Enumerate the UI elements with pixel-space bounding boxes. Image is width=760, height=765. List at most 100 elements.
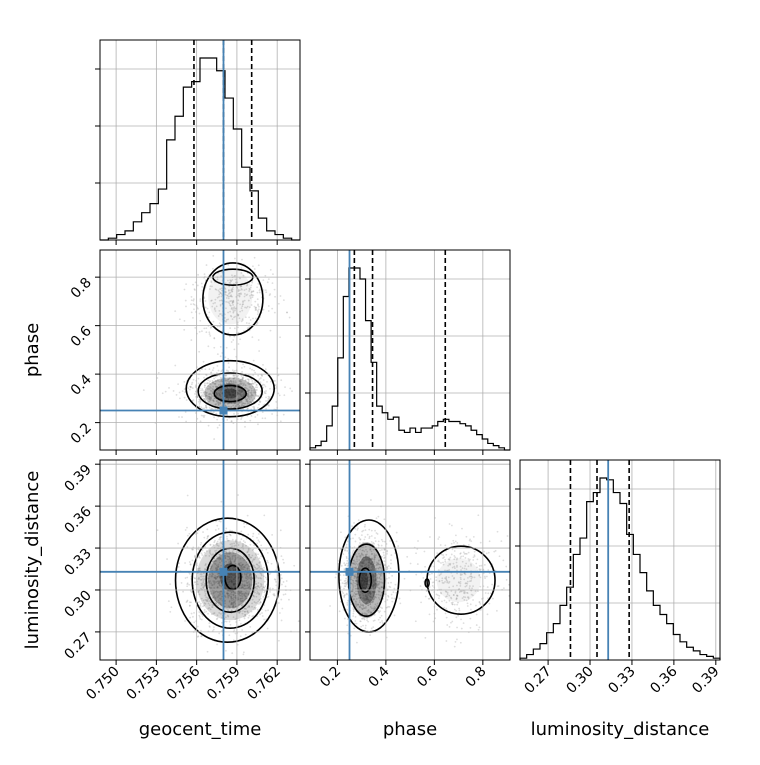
density-geocent-time-vs-luminosity-distance-point xyxy=(243,615,245,618)
density-phase-vs-luminosity-distance-point xyxy=(388,576,390,579)
density-geocent-time-vs-luminosity-distance-point xyxy=(252,608,255,611)
density-geocent-time-vs-luminosity-distance-point xyxy=(209,549,212,552)
density-phase-vs-luminosity-distance-point xyxy=(339,574,342,576)
density-geocent-time-vs-luminosity-distance-point xyxy=(275,584,278,587)
density-geocent-time-vs-phase-point xyxy=(233,327,236,330)
density-geocent-time-vs-luminosity-distance-point xyxy=(200,578,203,581)
density-geocent-time-vs-phase-point xyxy=(203,416,205,418)
density-geocent-time-vs-phase-point xyxy=(192,316,194,319)
density-geocent-time-vs-phase-point xyxy=(261,417,264,420)
density-phase-vs-luminosity-distance-point xyxy=(467,576,469,579)
density-phase-vs-luminosity-distance-point xyxy=(359,542,361,544)
density-geocent-time-vs-phase-point xyxy=(214,298,217,301)
density-geocent-time-vs-luminosity-distance-point xyxy=(199,612,202,614)
density-geocent-time-vs-luminosity-distance-point xyxy=(229,560,232,563)
density-geocent-time-vs-luminosity-distance-point xyxy=(230,580,233,583)
density-geocent-time-vs-luminosity-distance-point xyxy=(219,576,222,579)
density-phase-vs-luminosity-distance-point xyxy=(356,579,359,582)
density-phase-vs-luminosity-distance-point xyxy=(458,591,461,593)
density-geocent-time-vs-luminosity-distance-point xyxy=(205,600,208,602)
density-geocent-time-vs-phase-point xyxy=(241,377,244,380)
density-geocent-time-vs-phase-point xyxy=(256,413,259,416)
density-geocent-time-vs-phase-point xyxy=(209,397,212,400)
density-geocent-time-vs-luminosity-distance-point xyxy=(249,565,252,568)
density-geocent-time-vs-luminosity-distance-point xyxy=(223,594,226,597)
density-geocent-time-vs-luminosity-distance-point xyxy=(220,590,223,593)
density-geocent-time-vs-luminosity-distance-point xyxy=(233,573,235,575)
density-geocent-time-vs-phase-point xyxy=(191,387,194,389)
density-geocent-time-vs-phase-point xyxy=(248,383,250,385)
density-geocent-time-vs-luminosity-distance-point xyxy=(227,596,230,599)
density-geocent-time-vs-phase-point xyxy=(241,382,244,385)
density-geocent-time-vs-phase-point xyxy=(227,381,230,383)
density-geocent-time-vs-luminosity-distance-point xyxy=(262,586,265,588)
density-geocent-time-vs-phase-point xyxy=(231,301,234,304)
density-geocent-time-vs-phase-point xyxy=(217,315,220,317)
density-geocent-time-vs-phase-point xyxy=(241,390,244,393)
density-phase-vs-luminosity-distance-point xyxy=(352,594,355,597)
density-geocent-time-vs-phase-point xyxy=(279,336,281,339)
density-geocent-time-vs-luminosity-distance-point xyxy=(228,594,231,597)
density-phase-vs-luminosity-distance-point xyxy=(362,561,365,564)
density-geocent-time-vs-luminosity-distance-point xyxy=(200,552,203,555)
density-geocent-time-vs-phase-point xyxy=(253,369,255,372)
density-geocent-time-vs-phase-point xyxy=(249,391,252,394)
density-phase-vs-luminosity-distance-point xyxy=(338,610,341,613)
density-phase-vs-luminosity-distance-point xyxy=(365,559,368,562)
density-phase-vs-luminosity-distance-point xyxy=(419,585,422,587)
density-geocent-time-vs-luminosity-distance-point xyxy=(214,567,217,570)
density-geocent-time-vs-luminosity-distance-point xyxy=(228,533,231,536)
density-geocent-time-vs-luminosity-distance-point xyxy=(255,585,258,588)
density-phase-vs-luminosity-distance-point xyxy=(329,605,331,607)
density-geocent-time-vs-luminosity-distance-point xyxy=(227,595,230,598)
density-geocent-time-vs-luminosity-distance-point xyxy=(209,544,212,546)
density-geocent-time-vs-phase-point xyxy=(225,291,227,294)
density-geocent-time-vs-phase-point xyxy=(225,386,228,389)
density-phase-vs-luminosity-distance-point xyxy=(373,597,375,600)
density-geocent-time-vs-phase-point xyxy=(208,333,211,335)
density-phase-vs-luminosity-distance-point xyxy=(374,572,377,575)
density-geocent-time-vs-phase-point xyxy=(250,395,253,397)
density-phase-vs-luminosity-distance-point xyxy=(440,562,442,564)
density-phase-vs-luminosity-distance-point xyxy=(369,592,372,595)
density-phase-vs-luminosity-distance-point xyxy=(360,561,363,563)
density-geocent-time-vs-luminosity-distance-point xyxy=(240,590,243,593)
density-phase-vs-luminosity-distance-point xyxy=(374,537,376,539)
density-geocent-time-vs-phase-point xyxy=(220,295,223,298)
density-geocent-time-vs-luminosity-distance-point xyxy=(218,553,221,556)
density-phase-vs-luminosity-distance-point xyxy=(453,645,456,648)
density-geocent-time-vs-phase-point xyxy=(238,292,241,295)
density-geocent-time-vs-phase-point xyxy=(214,379,217,382)
density-phase-vs-luminosity-distance-point xyxy=(334,576,337,579)
hist-luminosity-distance: 0.27 0.30 0.33 0.36 0.39 xyxy=(515,459,723,697)
density-phase-vs-luminosity-distance-point xyxy=(374,573,377,576)
density-geocent-time-vs-luminosity-distance-point xyxy=(213,591,215,594)
density-phase-vs-luminosity-distance-point xyxy=(355,604,358,607)
density-geocent-time-vs-luminosity-distance-point xyxy=(232,594,235,597)
density-phase-vs-luminosity-distance-point xyxy=(368,561,370,564)
density-geocent-time-vs-luminosity-distance-point xyxy=(213,562,216,565)
density-geocent-time-vs-luminosity-distance-point xyxy=(215,543,218,545)
density-phase-vs-luminosity-distance-point xyxy=(372,594,375,597)
density-geocent-time-vs-luminosity-distance-point xyxy=(274,578,277,581)
density-geocent-time-vs-phase-point xyxy=(247,392,250,395)
density-geocent-time-vs-phase-point xyxy=(242,377,245,380)
density-geocent-time-vs-luminosity-distance-point xyxy=(241,585,244,588)
density-phase-vs-luminosity-distance-point xyxy=(467,565,470,568)
density-phase-vs-luminosity-distance-point xyxy=(394,583,397,586)
density-geocent-time-vs-phase-point xyxy=(178,318,181,321)
density-geocent-time-vs-luminosity-distance-point xyxy=(248,565,251,567)
density-geocent-time-vs-luminosity-distance-point xyxy=(211,584,213,586)
density-geocent-time-vs-phase-point xyxy=(216,418,219,421)
density-phase-vs-luminosity-distance-point xyxy=(364,569,366,572)
density-geocent-time-vs-phase-point xyxy=(220,287,223,290)
density-phase-vs-luminosity-distance-point xyxy=(364,529,367,531)
density-phase-vs-luminosity-distance-point xyxy=(453,565,456,568)
density-phase-vs-luminosity-distance-point xyxy=(359,538,362,541)
density-geocent-time-vs-phase-point xyxy=(234,396,237,399)
density-geocent-time-vs-luminosity-distance-ytick-label: 0.33 xyxy=(61,546,94,579)
density-geocent-time-vs-luminosity-distance-point xyxy=(242,599,244,602)
density-phase-vs-luminosity-distance-point xyxy=(350,576,353,579)
density-geocent-time-vs-luminosity-distance-point xyxy=(230,603,232,606)
density-geocent-time-vs-phase-point xyxy=(212,367,215,369)
